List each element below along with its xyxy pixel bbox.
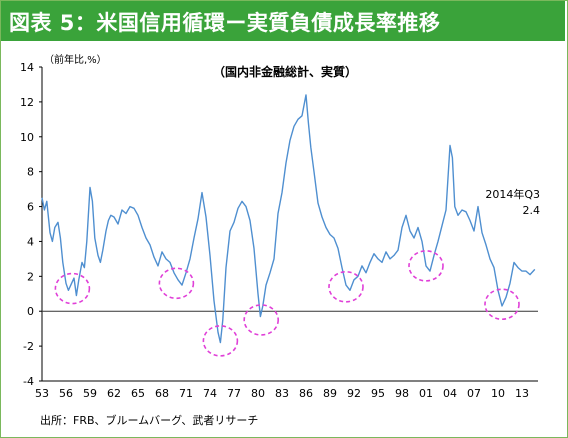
highlight-circle [408,250,444,282]
x-tick-label: 68 [155,387,169,400]
y-tick-label: -2 [23,340,34,353]
x-tick-label: 59 [83,387,97,400]
x-tick-label: 71 [179,387,193,400]
x-tick-label: 01 [419,387,433,400]
annotation-value: 2.4 [523,204,541,217]
x-tick-label: 04 [443,387,457,400]
x-tick-label: 77 [227,387,241,400]
x-tick-label: 53 [35,387,49,400]
annotation-date: 2014年Q3 [485,187,540,201]
highlight-circle [484,288,520,321]
y-tick-label: 14 [20,61,34,74]
y-axis: -4 -2 0 2 4 6 8 10 12 14 [20,61,42,388]
series-line [41,94,536,344]
figure-title: 図表 5：米国信用循環ー実質負債成長率推移 [9,11,441,35]
x-tick-label: 89 [323,387,337,400]
header-bar: 図表 5：米国信用循環ー実質負債成長率推移 [1,1,565,41]
x-tick-label: 98 [395,387,409,400]
y-tick-label: 6 [27,201,34,214]
x-tick-label: 07 [467,387,481,400]
y-tick-label: -4 [23,375,34,388]
highlight-circle [328,270,364,303]
x-axis: 53 56 59 62 65 68 71 74 77 80 83 86 89 92 95 98 01 04 07 10… [35,387,529,400]
x-tick-label: 62 [107,387,121,400]
highlight-circle [243,304,280,336]
x-tick-label: 95 [371,387,385,400]
x-tick-label: 74 [203,387,217,400]
highlight-circle [202,325,239,357]
x-tick-label: 13 [515,387,529,400]
y-axis-label: （前年比,%） [44,53,107,66]
y-tick-label: 12 [20,96,34,109]
highlight-circle [54,272,91,305]
y-tick-label: 4 [27,235,34,248]
chart-subtitle: （国内非金融総計、実質） [213,64,357,79]
y-tick-label: 10 [20,131,34,144]
highlight-circle [158,267,195,300]
x-tick-label: 65 [131,387,145,400]
y-tick-label: 0 [27,305,34,318]
x-tick-label: 56 [59,387,73,400]
x-tick-label: 92 [347,387,361,400]
x-tick-label: 10 [491,387,505,400]
y-tick-label: 2 [27,270,34,283]
source-note: 出所：FRB、ブルームバーグ、武者リサーチ [40,414,259,427]
x-tick-label: 80 [251,387,265,400]
y-tick-label: 8 [27,166,34,179]
highlight-circles [54,250,520,357]
x-tick-label: 86 [299,387,313,400]
x-tick-label: 83 [275,387,289,400]
